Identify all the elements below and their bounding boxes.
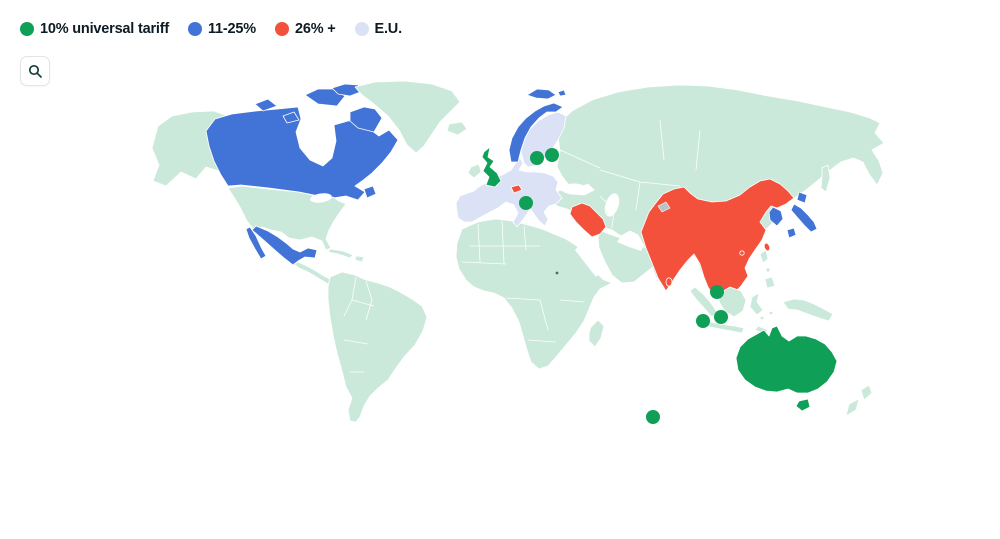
country-japan-honshu[interactable]: [790, 203, 818, 233]
land-philippines[interactable]: [764, 276, 776, 289]
legend-label: E.U.: [374, 21, 403, 37]
country-australia[interactable]: [735, 325, 838, 394]
tariff-10-marker[interactable]: [519, 196, 533, 210]
country-canada-arctic-islands[interactable]: [254, 98, 278, 112]
country-canada-arctic-islands[interactable]: [304, 88, 346, 107]
country-mexico-baja[interactable]: [245, 226, 267, 260]
legend-item-tariff-10: 10% universal tariff: [20, 21, 169, 37]
land-moluccas[interactable]: [759, 315, 765, 321]
land-cuba[interactable]: [327, 248, 354, 259]
tariff-11-25-dot-icon: [187, 21, 202, 36]
legend-item-tariff-26-plus: 26% +: [274, 21, 336, 37]
country-norway-svalbard[interactable]: [557, 89, 567, 97]
search-button[interactable]: [20, 56, 50, 86]
land-africa[interactable]: [455, 218, 613, 370]
country-canada-newfoundland[interactable]: [363, 185, 377, 199]
country-switzerland[interactable]: [510, 184, 523, 194]
land-south-america[interactable]: [327, 271, 428, 423]
country-norway[interactable]: [508, 102, 564, 163]
land-new-guinea[interactable]: [782, 298, 834, 322]
tariff-10-marker[interactable]: [545, 148, 559, 162]
legend-item-eu: E.U.: [354, 21, 403, 37]
land-greenland[interactable]: [354, 80, 461, 154]
country-south-korea[interactable]: [768, 206, 784, 227]
land-sakhalin[interactable]: [820, 164, 831, 193]
magnifier-icon: [28, 64, 42, 78]
tariff-10-marker[interactable]: [714, 310, 728, 324]
tariff-10-marker[interactable]: [696, 314, 710, 328]
country-japan-kyushu[interactable]: [786, 227, 797, 239]
legend: 10% universal tariff 11-25% 26% + E.U.: [20, 21, 402, 37]
map-speck: [555, 271, 559, 275]
map-markers: [519, 148, 728, 424]
land-iceland[interactable]: [446, 121, 468, 136]
land-philippines[interactable]: [765, 267, 771, 273]
land-moluccas[interactable]: [768, 310, 774, 316]
country-mexico[interactable]: [251, 225, 318, 266]
legend-label: 26% +: [294, 21, 336, 37]
land-sumatra[interactable]: [689, 286, 718, 318]
country-australia-tasmania[interactable]: [795, 398, 811, 412]
region-kashmir: [657, 201, 671, 213]
tariff-10-marker[interactable]: [710, 285, 724, 299]
legend-label: 11-25%: [207, 21, 256, 37]
eu-dot-icon: [354, 21, 369, 36]
land-new-zealand[interactable]: [860, 384, 873, 401]
tariff-10-dot-icon: [20, 21, 34, 36]
tariff-10-marker[interactable]: [530, 151, 544, 165]
tariff-10-marker[interactable]: [646, 410, 660, 424]
country-japan-hokkaido[interactable]: [796, 191, 808, 204]
legend-label: 10% universal tariff: [40, 21, 169, 37]
country-canada-arctic-islands[interactable]: [349, 106, 383, 133]
country-canada[interactable]: [205, 106, 399, 201]
legend-item-tariff-11-25: 11-25%: [187, 21, 256, 37]
land-hispaniola[interactable]: [354, 255, 365, 263]
country-canada-arctic-islands[interactable]: [282, 111, 300, 124]
country-taiwan[interactable]: [763, 242, 771, 252]
country-iraq-syria[interactable]: [569, 202, 607, 238]
land-new-zealand[interactable]: [845, 398, 860, 417]
land-borneo[interactable]: [718, 286, 747, 318]
country-norway-svalbard[interactable]: [526, 88, 557, 100]
country-united-kingdom[interactable]: [481, 146, 502, 188]
country-china-hainan[interactable]: [739, 250, 745, 256]
tariff-26-plus-dot-icon: [274, 21, 289, 36]
land-sulawesi[interactable]: [749, 292, 764, 316]
land-madagascar[interactable]: [588, 319, 605, 348]
country-sri-lanka[interactable]: [665, 277, 673, 287]
land-philippines[interactable]: [759, 249, 769, 264]
country-china-india-sea[interactable]: [640, 178, 795, 300]
land-ireland[interactable]: [467, 163, 482, 179]
